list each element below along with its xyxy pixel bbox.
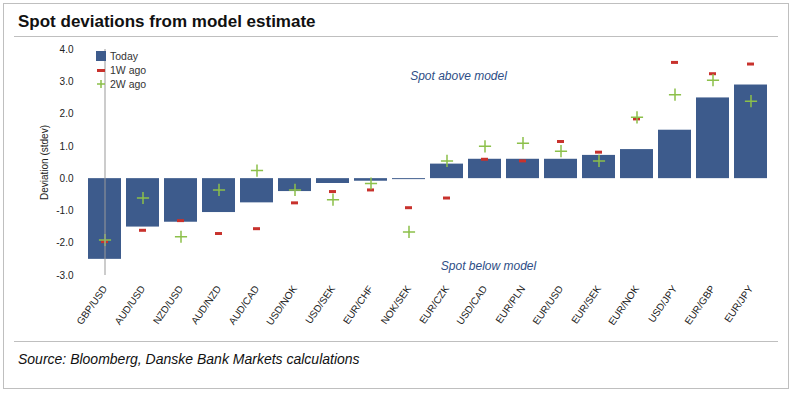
svg-text:1.0: 1.0 <box>60 141 74 152</box>
svg-text:NOK/SEK: NOK/SEK <box>379 283 414 326</box>
svg-text:GBP/USD: GBP/USD <box>74 283 109 326</box>
html-text:Today: Today <box>110 50 138 62</box>
svg-text:-3.0: -3.0 <box>56 270 74 281</box>
svg-text:EUR/PLN: EUR/PLN <box>493 283 527 325</box>
svg-text:EUR/SEK: EUR/SEK <box>569 283 603 326</box>
svg-text:4.0: 4.0 <box>60 44 74 55</box>
html-text:1W ago: 1W ago <box>110 64 147 76</box>
svg-text:Spot above model: Spot above model <box>410 69 507 83</box>
svg-text:EUR/GBP: EUR/GBP <box>682 283 717 326</box>
svg-text:0.0: 0.0 <box>60 173 74 184</box>
html-text:2W ago: 2W ago <box>110 78 147 90</box>
svg-text:USD/SEK: USD/SEK <box>303 283 337 326</box>
svg-text:AUD/NZD: AUD/NZD <box>189 283 224 326</box>
svg-text:USD/CAD: USD/CAD <box>454 283 489 326</box>
svg-text:-2.0: -2.0 <box>56 237 74 248</box>
svg-text:EUR/CZK: EUR/CZK <box>417 283 451 326</box>
svg-text:NZD/USD: NZD/USD <box>151 283 186 326</box>
svg-text:AUD/CAD: AUD/CAD <box>226 283 261 326</box>
svg-text:Spot below model: Spot below model <box>441 259 537 273</box>
svg-text:Deviation (stdev): Deviation (stdev) <box>39 125 50 200</box>
svg-text:2.0: 2.0 <box>60 108 74 119</box>
svg-text:-1.0: -1.0 <box>56 205 74 216</box>
svg-text:USD/JPY: USD/JPY <box>646 283 679 324</box>
svg-text:EUR/USD: EUR/USD <box>530 283 565 326</box>
svg-text:AUD/USD: AUD/USD <box>112 283 147 326</box>
svg-text:EUR/CHF: EUR/CHF <box>341 283 376 326</box>
svg-text:USD/NOK: USD/NOK <box>264 283 299 327</box>
html-text:Spot deviations from model est: Spot deviations from model estimate <box>18 12 316 31</box>
html-text:Source: Bloomberg, Danske Bank: Source: Bloomberg, Danske Bank Markets c… <box>18 351 360 367</box>
svg-text:3.0: 3.0 <box>60 76 74 87</box>
svg-text:EUR/JPY: EUR/JPY <box>722 283 755 324</box>
svg-text:EUR/NOK: EUR/NOK <box>606 283 641 327</box>
